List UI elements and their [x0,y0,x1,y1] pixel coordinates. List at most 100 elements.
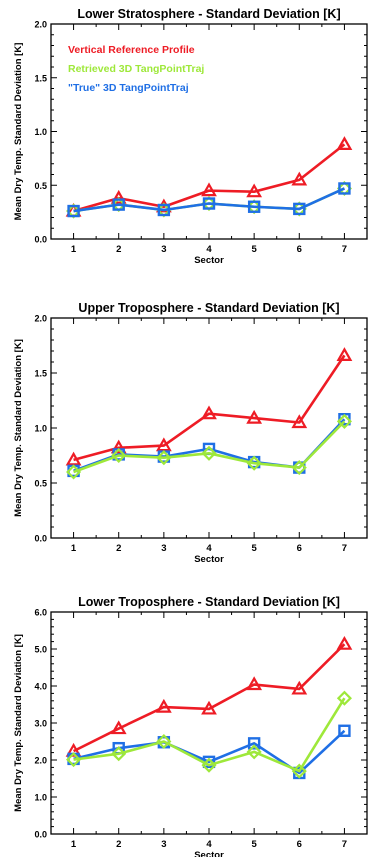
x-tick-label: 4 [206,543,212,554]
y-axis-label: Mean Dry Temp. Standard Deviation [K] [13,634,24,812]
chart-title: Lower Stratosphere - Standard Deviation … [77,7,340,21]
chart-panel-3: Lower Troposphere - Standard Deviation [… [13,595,368,857]
square-marker [157,203,171,217]
x-tick-label: 1 [71,244,77,255]
legend-entry-blue: "True" 3D TangPointTraj [68,82,189,94]
triangle-marker [155,437,172,452]
series-line-green [73,420,346,474]
x-tick-label: 2 [116,839,121,850]
series-line-green [73,697,346,773]
diamond-marker [66,464,82,480]
chart-panel-2: Upper Troposphere - Standard Deviation [… [13,301,368,565]
x-tick-label: 6 [297,543,302,554]
triangle-marker [110,720,127,735]
triangle-marker [110,189,127,204]
y-tick-label: 2.0 [34,756,47,766]
triangle-marker [336,347,353,361]
square-marker [112,198,125,211]
x-tick-label: 3 [161,543,166,554]
square-marker [293,202,306,216]
x-tick-label: 5 [251,839,257,850]
triangle-marker [65,742,82,757]
x-tick-label: 6 [297,839,302,850]
triangle-marker [155,698,172,713]
y-tick-label: 1.5 [34,73,47,83]
x-tick-label: 1 [71,839,77,850]
x-tick-label: 5 [251,244,257,255]
y-axis-label: Mean Dry Temp. Standard Deviation [K] [13,43,24,221]
square-marker [338,724,351,737]
x-tick-label: 5 [251,543,257,554]
y-tick-label: 1.0 [34,424,47,434]
square-marker [247,200,261,213]
plot-frame [50,317,368,539]
chart-panel-1: Lower Stratosphere - Standard Deviation … [13,7,368,266]
diamond-marker [291,460,307,476]
diamond-marker [246,455,262,471]
x-axis-label: Sector [194,255,224,266]
y-tick-label: 1.0 [34,127,47,137]
y-axis-label: Mean Dry Temp. Standard Deviation [K] [13,339,24,517]
x-axis-label: Sector [194,554,224,565]
chart-title: Upper Troposphere - Standard Deviation [… [78,301,339,315]
y-tick-label: 1.5 [34,369,47,379]
chart-title: Lower Troposphere - Standard Deviation [… [78,595,340,609]
diamond-marker [201,445,217,461]
y-tick-label: 5.0 [34,645,47,655]
x-tick-label: 2 [116,244,121,255]
diamond-marker [201,757,217,773]
y-tick-label: 3.0 [34,719,47,729]
triangle-marker [110,439,127,454]
triangle-marker [246,409,263,424]
square-marker [202,197,216,210]
y-tick-label: 1.0 [34,793,47,803]
square-marker [67,204,80,218]
y-tick-label: 4.0 [34,682,47,692]
x-tick-label: 4 [206,244,212,255]
y-tick-label: 0.0 [34,235,47,245]
diamond-marker [156,450,172,466]
triangle-marker [246,676,263,691]
y-tick-label: 0.5 [34,479,47,489]
y-tick-label: 2.0 [34,314,47,324]
triangle-marker [336,635,353,650]
triangle-marker [291,171,308,186]
y-tick-label: 0.0 [34,830,47,840]
diamond-marker [111,746,127,762]
diamond-marker [66,752,82,768]
y-tick-label: 6.0 [34,608,47,618]
triangle-marker [65,451,82,466]
x-tick-label: 6 [297,244,302,255]
diamond-marker [246,744,262,760]
x-tick-label: 7 [342,839,347,850]
y-tick-label: 0.5 [34,181,47,191]
diamond-marker [291,763,307,779]
x-tick-label: 7 [342,244,347,255]
x-tick-label: 4 [206,839,212,850]
series-line-red [72,643,346,753]
triangle-marker [201,182,217,197]
x-tick-label: 7 [342,543,347,554]
triangle-marker [291,414,308,429]
x-tick-label: 1 [71,543,77,554]
diamond-marker [336,690,352,706]
triangle-marker [246,183,263,198]
x-tick-label: 3 [161,244,166,255]
triangle-marker [201,405,217,420]
diamond-marker [156,733,172,750]
square-marker [247,737,261,750]
triangle-marker [201,700,217,715]
y-tick-label: 0.0 [34,534,47,544]
plot-frame [50,611,368,835]
x-tick-label: 3 [161,839,166,850]
legend-entry-red: Vertical Reference Profile [68,44,195,56]
series-line-red [73,354,346,462]
diamond-marker [111,447,127,464]
diamond-marker [336,413,352,429]
triangle-marker [291,680,308,695]
x-tick-label: 2 [116,543,121,554]
triangle-marker [336,136,353,150]
y-tick-label: 2.0 [34,20,47,30]
square-marker [338,182,351,195]
